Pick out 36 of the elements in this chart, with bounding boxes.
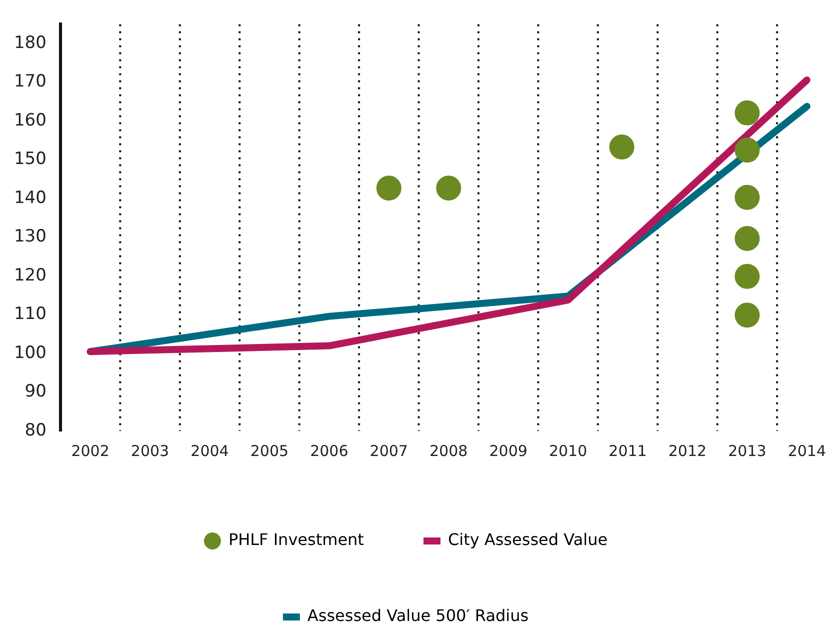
point xyxy=(734,138,760,163)
y-tick-label: 180 xyxy=(14,32,46,53)
point xyxy=(376,176,402,201)
x-tick-label: 2008 xyxy=(430,442,468,460)
x-tick-label: 2004 xyxy=(190,442,229,460)
point xyxy=(734,184,760,210)
x-tick-label: 2013 xyxy=(728,442,766,460)
x-tick-label: 2009 xyxy=(489,442,528,460)
x-tick-label: 2010 xyxy=(548,442,588,460)
y-tick-label: 100 xyxy=(14,342,46,363)
y-tick-label: 120 xyxy=(14,265,46,286)
legend-label: City Assessed Value xyxy=(448,530,608,550)
y-tick-label: 110 xyxy=(14,304,46,324)
point xyxy=(734,302,760,328)
x-tick-label: 2007 xyxy=(370,442,408,460)
y-tick-label: 150 xyxy=(14,149,46,170)
point xyxy=(436,176,462,201)
y-tick-label: 140 xyxy=(14,188,46,208)
x-tick-label: 2011 xyxy=(608,442,647,460)
x-tick-label: 2003 xyxy=(130,442,170,460)
legend-label: Assessed Value 500′ Radius xyxy=(307,606,529,626)
x-tick-label: 2005 xyxy=(250,442,289,460)
x-tick-label: 2002 xyxy=(71,442,110,460)
x-tick-label: 2014 xyxy=(788,442,826,460)
point xyxy=(734,100,760,126)
y-tick-label: 160 xyxy=(14,110,46,130)
y-tick-label: 80 xyxy=(24,420,46,440)
y-tick-label: 170 xyxy=(14,72,46,92)
y-tick-label: 90 xyxy=(24,382,46,402)
y-tick-label: 130 xyxy=(14,226,46,247)
point xyxy=(734,264,760,289)
x-tick-label: 2006 xyxy=(310,442,348,460)
point xyxy=(734,226,760,251)
x-tick-label: 2012 xyxy=(668,442,707,460)
point xyxy=(609,134,634,160)
legend-label: PHLF Investment xyxy=(228,530,364,550)
